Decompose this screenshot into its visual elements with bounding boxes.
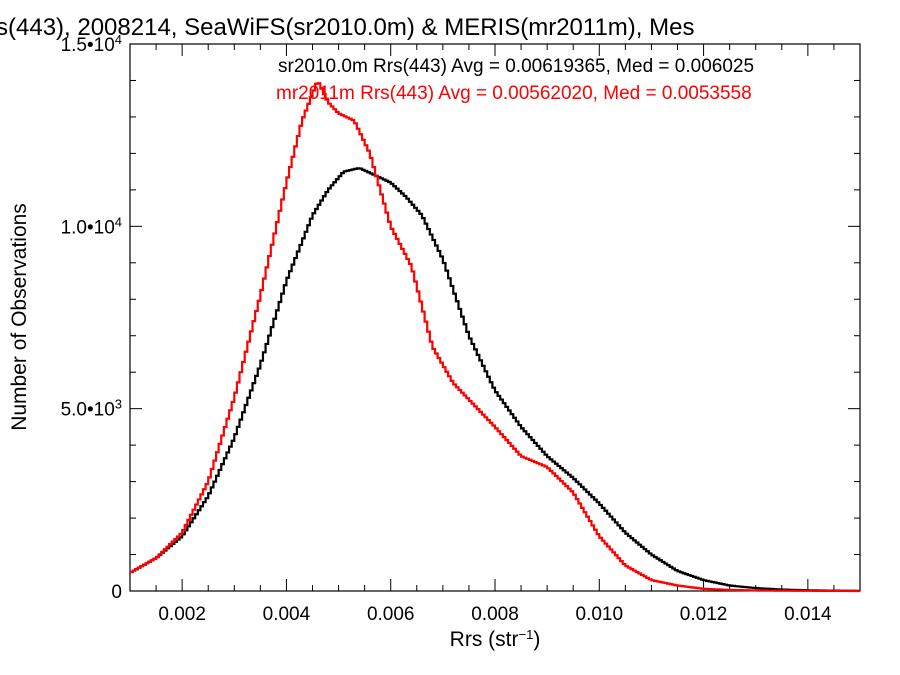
x-tick-label: 0.014	[784, 604, 832, 625]
series-line-1	[130, 82, 860, 593]
y-tick-label: 1.0•104	[61, 214, 122, 239]
x-tick-label: 0.004	[263, 604, 311, 625]
x-tick-label: 0.002	[158, 604, 206, 625]
x-axis-label: Rrs (str−1)	[450, 627, 541, 652]
x-axis-label-superscript: −1	[519, 627, 534, 642]
x-tick-label: 0.012	[680, 604, 728, 625]
y-tick-mantissa: 1.5•10	[61, 35, 115, 56]
x-axis-label-base: Rrs (str	[450, 628, 519, 651]
y-tick-exponent: 3	[115, 396, 122, 411]
y-tick-mantissa: 1.0•10	[61, 217, 115, 238]
x-axis-label-tail: )	[533, 628, 540, 651]
series-group	[130, 82, 860, 593]
y-tick-label: 0	[111, 582, 122, 603]
y-tick-mantissa: 5.0•10	[61, 400, 115, 421]
legend-entry-mr2011: mr2011m Rrs(443) Avg = 0.00562020, Med =…	[276, 83, 752, 104]
y-tick-label: 5.0•103	[61, 396, 122, 421]
y-axis-label: Number of Observations	[8, 203, 31, 431]
y-tick-label: 1.5•104	[61, 32, 122, 57]
x-tick-labels: 0.002 0.004 0.006 0.008 0.010 0.012 0.014	[158, 604, 832, 625]
x-tick-label: 0.006	[367, 604, 415, 625]
legend-entry-sr2010: sr2010.0m Rrs(443) Avg = 0.00619365, Med…	[278, 56, 754, 77]
series-line-0	[130, 167, 860, 592]
x-tick-label: 0.010	[576, 604, 624, 625]
y-tick-exponent: 4	[115, 32, 122, 47]
axis-ticks	[129, 43, 861, 592]
x-tick-label: 0.008	[471, 604, 519, 625]
chart-title: s(443), 2008214, SeaWiFS(sr2010.0m) & ME…	[0, 14, 694, 41]
y-tick-exponent: 4	[115, 214, 122, 229]
plot-frame	[129, 43, 861, 592]
y-tick-mantissa: 0	[111, 582, 122, 603]
